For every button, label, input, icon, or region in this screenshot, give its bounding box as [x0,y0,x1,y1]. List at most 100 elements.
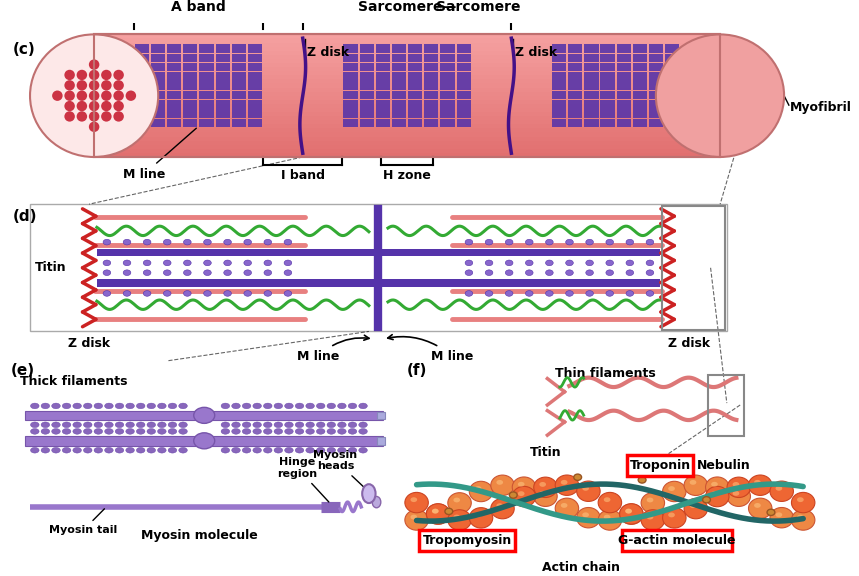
Bar [248,63,262,71]
Ellipse shape [662,482,686,502]
Bar [183,81,198,90]
Text: Myosin molecule: Myosin molecule [141,529,258,541]
Ellipse shape [705,477,729,497]
Ellipse shape [184,260,192,266]
Ellipse shape [125,422,134,427]
Ellipse shape [179,422,187,427]
Bar [94,92,720,96]
Ellipse shape [179,403,187,409]
Bar [456,63,471,71]
Ellipse shape [316,422,325,427]
Bar [183,91,198,100]
Bar [408,44,423,53]
Ellipse shape [505,239,513,245]
Ellipse shape [566,291,573,296]
Ellipse shape [545,239,553,245]
Bar [392,119,406,127]
Bar [456,109,471,118]
Bar [199,91,214,100]
Bar [94,88,720,92]
Bar [626,455,693,476]
Ellipse shape [168,403,177,409]
Bar [94,149,720,153]
Bar [456,72,471,81]
Ellipse shape [101,70,112,80]
Ellipse shape [83,429,92,434]
Bar [649,119,663,127]
Bar [94,39,720,43]
Ellipse shape [284,270,292,275]
Bar [424,100,438,109]
Ellipse shape [284,429,293,434]
Bar [456,100,471,109]
Bar [248,72,262,81]
Bar [360,109,374,118]
Ellipse shape [797,515,804,520]
Text: Hinge
region: Hinge region [277,457,329,502]
Bar [360,119,374,127]
Bar [167,44,181,53]
Ellipse shape [711,491,718,496]
Bar [94,100,720,104]
Bar [360,63,374,71]
Ellipse shape [88,101,100,111]
Bar [199,63,214,71]
Bar [375,44,390,53]
Text: Titin: Titin [35,262,66,274]
Ellipse shape [274,403,283,409]
Ellipse shape [123,239,131,245]
Ellipse shape [41,422,50,427]
Bar [248,100,262,109]
Ellipse shape [274,422,283,427]
Ellipse shape [125,448,134,453]
Ellipse shape [586,239,594,245]
Bar [584,54,599,62]
Bar [94,63,720,67]
Ellipse shape [221,448,229,453]
Text: Z disk: Z disk [307,46,349,59]
Bar [552,44,566,53]
Ellipse shape [223,260,231,266]
Text: Z disk: Z disk [68,337,110,350]
Bar [199,109,214,118]
Ellipse shape [137,403,145,409]
Text: Tropomyosin: Tropomyosin [423,535,512,547]
Bar [617,72,631,81]
Ellipse shape [338,403,346,409]
Ellipse shape [576,481,600,502]
Ellipse shape [505,260,513,266]
Bar [441,63,454,71]
Text: Thin filaments: Thin filaments [555,367,655,380]
Ellipse shape [748,498,772,518]
Bar [232,81,246,90]
Ellipse shape [76,70,87,80]
Ellipse shape [539,482,546,487]
Ellipse shape [64,111,75,122]
Ellipse shape [103,270,111,275]
Ellipse shape [113,70,124,80]
Ellipse shape [295,429,304,434]
Text: Sarcomere—: Sarcomere— [358,0,456,14]
Bar [94,116,720,120]
Ellipse shape [223,291,231,296]
Ellipse shape [604,497,611,502]
Bar [665,100,679,109]
Bar [665,91,679,100]
Bar [441,81,454,90]
Bar [232,91,246,100]
Bar [94,141,720,145]
Ellipse shape [295,403,304,409]
Ellipse shape [526,291,533,296]
Bar [183,100,198,109]
Bar [135,63,149,71]
Ellipse shape [31,429,40,434]
Ellipse shape [555,498,579,518]
Bar [375,72,390,81]
Ellipse shape [662,507,686,528]
Ellipse shape [94,429,102,434]
Bar [665,72,679,81]
Bar [167,91,181,100]
Bar [392,72,406,81]
Ellipse shape [574,474,582,480]
Bar [600,44,615,53]
